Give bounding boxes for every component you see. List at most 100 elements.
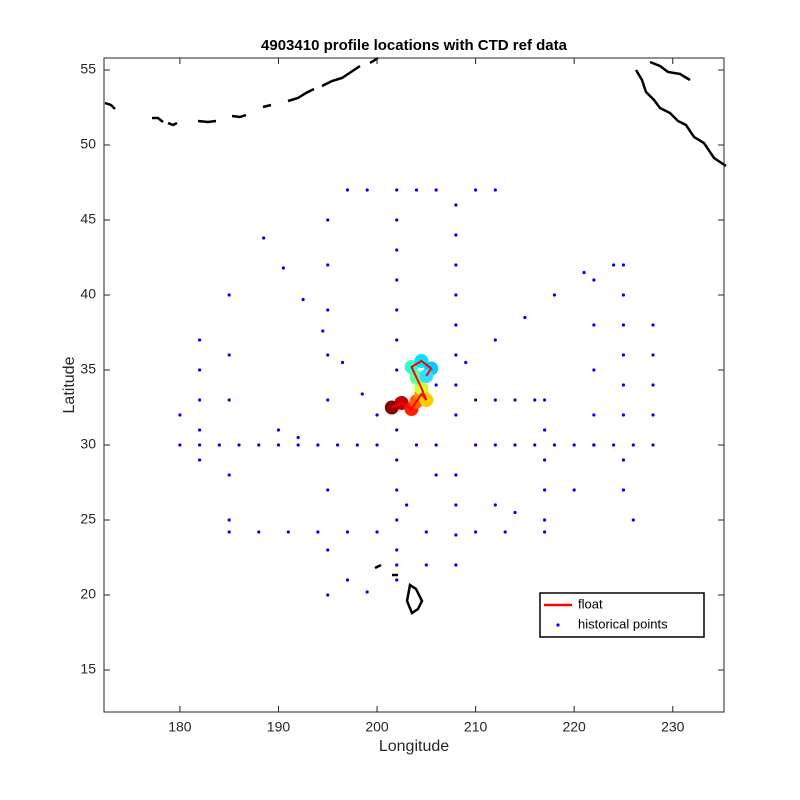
historical-point: [237, 443, 241, 447]
historical-point: [543, 428, 547, 432]
historical-point: [395, 563, 399, 567]
historical-point: [582, 270, 586, 275]
legend: float historical points: [539, 592, 705, 638]
historical-point: [424, 563, 428, 567]
historical-point: [621, 458, 626, 462]
y-tick-label: 50: [80, 136, 96, 152]
historical-point: [178, 443, 182, 447]
historical-point: [257, 443, 261, 447]
historical-point: [454, 323, 458, 327]
historical-point: [326, 593, 330, 597]
historical-point: [345, 578, 350, 582]
historical-point: [543, 488, 547, 492]
historical-point: [424, 530, 428, 534]
y-tick-label: 15: [80, 661, 96, 677]
historical-point: [276, 443, 281, 447]
historical-point: [375, 443, 379, 447]
historical-point: [405, 503, 409, 507]
legend-label: float: [578, 596, 603, 611]
historical-point: [592, 443, 596, 447]
historical-point: [395, 218, 399, 222]
historical-point: [198, 398, 202, 402]
historical-point: [651, 383, 655, 387]
historical-point: [395, 278, 399, 282]
historical-point: [365, 188, 369, 192]
historical-point: [454, 473, 458, 477]
historical-point: [493, 503, 497, 507]
historical-point: [395, 548, 399, 552]
historical-point: [543, 398, 547, 402]
historical-point: [592, 278, 596, 282]
historical-point: [227, 398, 231, 402]
x-tick-label: 210: [464, 719, 488, 735]
y-tick-label: 55: [80, 61, 96, 77]
historical-point: [375, 413, 379, 417]
historical-point: [326, 548, 330, 552]
historical-point: [198, 428, 202, 432]
historical-point: [523, 315, 527, 320]
historical-point: [474, 398, 478, 402]
historical-point: [621, 413, 626, 417]
historical-point: [227, 518, 231, 522]
historical-point: [612, 443, 616, 447]
historical-point: [454, 533, 458, 537]
historical-point: [454, 413, 458, 417]
historical-point: [543, 518, 547, 522]
historical-point: [375, 530, 379, 534]
historical-point: [533, 398, 537, 402]
historical-point: [326, 353, 330, 357]
historical-point: [651, 413, 655, 417]
historical-point: [552, 293, 557, 297]
historical-point: [296, 443, 300, 447]
historical-point: [493, 398, 497, 402]
historical-point: [227, 473, 231, 477]
historical-point: [513, 398, 517, 402]
historical-point: [651, 443, 655, 447]
historical-point: [474, 443, 478, 447]
x-axis-label: Longitude: [379, 738, 449, 755]
historical-point: [198, 368, 202, 372]
historical-point: [321, 329, 325, 333]
historical-point: [340, 360, 345, 365]
historical-point: [621, 263, 626, 267]
historical-point: [227, 353, 231, 357]
x-tick-label: 180: [168, 719, 192, 735]
historical-point: [543, 458, 547, 462]
historical-point: [612, 263, 616, 267]
historical-point: [336, 443, 340, 447]
historical-point: [621, 488, 626, 492]
historical-point: [434, 473, 438, 477]
historical-point: [572, 443, 576, 447]
historical-point: [395, 338, 399, 342]
historical-point: [395, 428, 399, 432]
historical-point: [454, 293, 458, 297]
historical-point: [355, 443, 359, 447]
historical-point: [326, 218, 330, 222]
historical-point: [621, 353, 626, 357]
y-tick-label: 45: [80, 211, 96, 227]
legend-swatch: [556, 623, 560, 627]
historical-point: [395, 518, 399, 522]
historical-point: [454, 203, 458, 207]
y-tick-label: 40: [80, 286, 96, 302]
historical-point: [651, 353, 655, 357]
y-tick-label: 20: [80, 586, 96, 602]
historical-point: [360, 392, 364, 396]
historical-point: [227, 530, 231, 534]
historical-point: [262, 236, 266, 240]
x-tick-label: 190: [267, 719, 291, 735]
historical-point: [257, 530, 261, 534]
historical-point: [414, 188, 419, 192]
coastline: [104, 56, 727, 615]
historical-point: [414, 443, 419, 447]
historical-point: [552, 443, 557, 447]
plot-frame: [103, 57, 725, 713]
float-track: [391, 359, 433, 411]
historical-point: [533, 443, 537, 447]
historical-point: [454, 503, 458, 507]
historical-point: [296, 435, 300, 440]
y-tick-label: 30: [80, 436, 96, 452]
historical-point: [178, 413, 182, 417]
historical-point: [454, 233, 458, 237]
